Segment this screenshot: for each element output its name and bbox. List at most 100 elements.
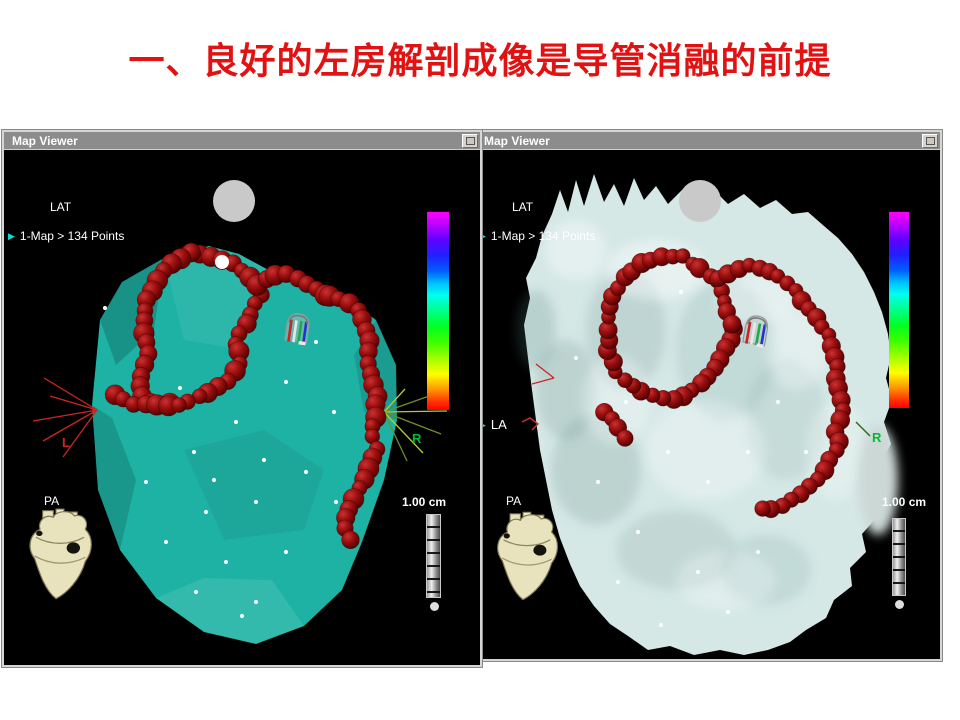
surface-point <box>253 599 259 605</box>
surface-point <box>143 479 149 485</box>
maximize-icon <box>925 136 935 145</box>
map-status-text: 1-Map > 134 Points <box>19 229 125 243</box>
heart-body <box>497 514 559 601</box>
surface-point <box>223 559 229 565</box>
surface-point <box>303 469 309 475</box>
titlebar-right[interactable]: Map Viewer <box>476 132 940 150</box>
surface-point <box>705 479 711 485</box>
maximize-button[interactable] <box>462 133 478 148</box>
lesion-point[interactable] <box>341 530 360 550</box>
surface-point <box>635 529 641 535</box>
surface-point <box>658 622 664 628</box>
color-scale-bar <box>427 212 449 410</box>
surface-point <box>261 457 267 463</box>
surface-point <box>163 539 169 545</box>
surface-point <box>615 579 621 585</box>
slide-title: 一、良好的左房解剖成像是导管消融的前提 <box>128 41 832 82</box>
reference-ball-icon <box>213 180 255 222</box>
left-atrium-model-faceted <box>92 246 397 650</box>
maximize-button[interactable] <box>922 133 938 148</box>
heart-orientation-icon <box>484 511 562 610</box>
hidden-l-rays <box>531 363 555 385</box>
surface-point <box>203 509 209 515</box>
surface-point <box>239 613 245 619</box>
surface-point <box>678 289 684 295</box>
ablation-lesion-chain <box>597 247 743 409</box>
white-reference-point <box>215 255 229 269</box>
surface-point <box>283 549 289 555</box>
lesion-point[interactable] <box>675 248 691 264</box>
surface-point <box>573 355 579 361</box>
orientation-pa-label: PA <box>506 494 522 508</box>
surface-point <box>745 449 751 455</box>
titlebar-left[interactable]: Map Viewer <box>4 132 480 150</box>
surface-points <box>573 289 809 628</box>
ablation-lesion-chain <box>318 285 388 550</box>
lesion-point[interactable] <box>722 314 742 334</box>
marker-r-label: R <box>872 430 882 445</box>
heart-vessel-opening <box>66 542 80 554</box>
surface-point <box>193 589 199 595</box>
marker-l-label: L <box>62 435 70 450</box>
lesion-point[interactable] <box>617 372 633 388</box>
marker-la-label: LA <box>490 417 507 432</box>
heart-crease <box>35 536 85 544</box>
r-ray-fragment <box>855 421 871 437</box>
maximize-icon <box>465 136 475 145</box>
scale-ruler-icon <box>892 518 906 596</box>
surface-point <box>775 399 781 405</box>
heart-vessel-opening <box>503 533 510 539</box>
heart-orientation-icon <box>16 508 96 609</box>
reference-ball-icon <box>679 180 721 222</box>
window-title: Map Viewer <box>484 133 550 148</box>
map-viewport-right[interactable]: LAT ▶ 1-Map > 134 Points ▶ LA R PA 1.00 cm <box>476 150 940 659</box>
scale-label: 1.00 cm <box>402 495 447 509</box>
heart-crease <box>34 555 86 564</box>
surface-point <box>665 449 671 455</box>
ablation-lesion-chain <box>171 286 270 413</box>
mapping-catheter-icon <box>742 315 768 349</box>
lesion-point[interactable] <box>754 500 771 517</box>
marker-r-label: R <box>412 431 422 446</box>
surface-point <box>695 569 701 575</box>
la-arrow-icon: ▶ <box>479 420 486 430</box>
l-ray-fragment <box>521 417 540 431</box>
ablation-lesion-chain <box>595 403 634 447</box>
view-orientation-label: LAT <box>50 200 72 214</box>
surface-point <box>191 449 197 455</box>
right-3d-scene[interactable] <box>476 150 936 655</box>
heart-crease <box>501 557 552 566</box>
surface-point <box>725 609 731 615</box>
surface-point <box>283 379 289 385</box>
lesion-point[interactable] <box>171 397 187 413</box>
marker-la: ▶ LA <box>479 418 507 432</box>
view-orientation-label: LAT <box>512 200 534 214</box>
map-arrow-icon: ▶ <box>479 231 486 241</box>
window-title: Map Viewer <box>12 133 78 148</box>
map-viewport-left[interactable]: LAT ▶ 1-Map > 134 Points L R PA 1.00 cm <box>4 150 480 665</box>
map-viewer-window-left: Map Viewer LAT ▶ 1-Map > 134 Points L R P… <box>2 130 482 667</box>
mapping-catheter-icon <box>284 313 310 346</box>
lesion-point[interactable] <box>616 429 634 447</box>
surface-point <box>102 305 108 311</box>
surface-point <box>333 499 339 505</box>
map-status[interactable]: ▶ 1-Map > 134 Points <box>479 229 595 243</box>
ablation-lesion-chain <box>754 300 852 519</box>
surface-point <box>755 549 761 555</box>
l-reference-rays <box>32 377 98 458</box>
surface-point <box>803 449 809 455</box>
surface-point <box>177 385 183 391</box>
heart-vessel-opening <box>533 544 547 556</box>
map-status[interactable]: ▶ 1-Map > 134 Points <box>8 229 124 243</box>
left-3d-scene[interactable] <box>4 150 476 661</box>
surface-point <box>233 419 239 425</box>
map-viewer-window-right: Map Viewer LAT ▶ 1-Map > 134 Points ▶ LA R… <box>474 130 942 661</box>
heart-vessel-opening <box>36 530 43 536</box>
surface-point <box>253 499 259 505</box>
scale-label: 1.00 cm <box>882 495 927 509</box>
map-status-text: 1-Map > 134 Points <box>490 229 596 243</box>
surface-point <box>595 479 601 485</box>
ruler-knob-icon <box>895 600 904 609</box>
surface-point <box>211 477 217 483</box>
heart-crease <box>503 539 551 547</box>
